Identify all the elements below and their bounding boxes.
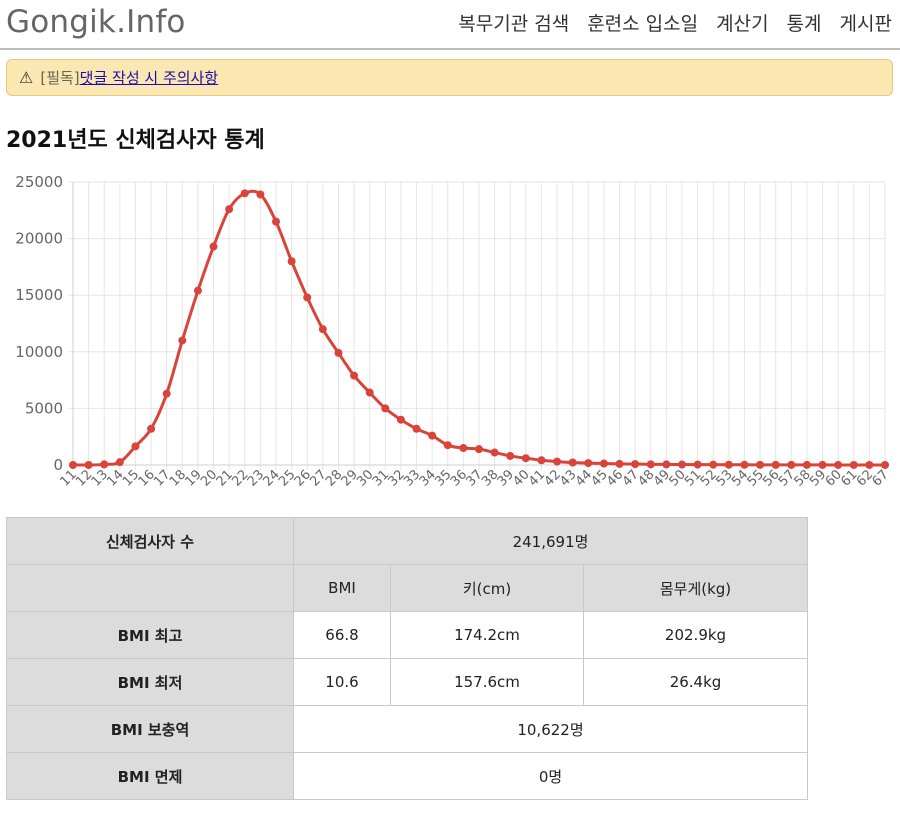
data-point [662,460,671,469]
data-point [553,457,562,466]
data-point [100,460,109,469]
column-header-height: 키(cm) [390,564,584,612]
top-bar: Gongik.Info 복무기관 검색 훈련소 입소일 계산기 통계 게시판 [0,0,900,50]
data-point [521,454,530,463]
data-point [537,456,546,465]
data-point [693,460,702,469]
data-point [178,336,187,345]
y-tick-label: 25000 [15,173,63,191]
table-row: BMI 면제 0명 [6,752,808,800]
data-point [678,460,686,469]
empty-header-cell [6,564,294,612]
column-header-bmi: BMI [293,564,391,612]
data-point [350,371,359,380]
bmi-max-height: 174.2cm [390,611,584,659]
line-chart: 0500010000150002000025000111213141516171… [15,173,892,490]
data-point [599,459,608,468]
data-point [740,460,749,469]
data-point [428,431,437,440]
data-point [881,460,889,469]
bmi-supplementary-label: BMI 보충역 [6,705,294,753]
data-point [771,460,780,469]
data-point [443,441,452,450]
site-logo[interactable]: Gongik.Info [6,4,186,40]
notice-prefix: [필독] [40,69,80,87]
data-point [459,444,468,453]
data-point [272,217,280,226]
examinee-count-value: 241,691명 [293,517,808,565]
data-point [147,424,156,433]
nav-agency-search[interactable]: 복무기관 검색 [458,13,570,35]
data-point [724,460,733,469]
bmi-max-label: BMI 최고 [6,611,294,659]
data-point [568,458,577,467]
bmi-exempt-label: BMI 면제 [6,752,294,800]
warning-icon: ⚠ [19,68,34,87]
examinee-count-label: 신체검사자 수 [6,517,294,565]
data-point [318,325,327,334]
table-row: 신체검사자 수 241,691명 [6,517,808,565]
data-point [162,389,171,398]
data-point [756,460,765,469]
data-point [303,293,312,302]
data-point [69,461,77,469]
data-point [506,451,515,460]
page-title: 2021년도 신체검사자 통계 [6,128,265,153]
nav-statistics[interactable]: 통계 [786,13,822,35]
y-tick-label: 0 [53,456,63,474]
data-point [240,189,249,198]
data-point [365,388,374,397]
data-point [615,459,624,468]
y-tick-label: 15000 [15,286,63,304]
data-point [209,242,218,251]
data-point [849,460,858,469]
main-nav: 복무기관 검색 훈련소 입소일 계산기 통계 게시판 [458,9,892,36]
table-row: BMI 최고 66.8 174.2cm 202.9kg [6,611,808,659]
data-point [787,460,796,469]
bmi-min-value: 10.6 [293,658,391,706]
nav-training-entry-date[interactable]: 훈련소 입소일 [587,13,699,35]
data-point [115,458,124,467]
data-point [225,205,234,214]
data-point [256,190,265,199]
data-point [709,460,718,469]
data-point [193,286,202,295]
bmi-min-height: 157.6cm [390,658,584,706]
notice-link[interactable]: 댓글 작성 시 주의사항 [79,69,219,87]
bmi-supplementary-value: 10,622명 [293,705,808,753]
data-point [84,461,93,469]
data-point [412,424,421,433]
y-tick-label: 20000 [15,230,63,248]
nav-board[interactable]: 게시판 [839,13,892,35]
data-point [646,460,655,469]
y-tick-label: 10000 [15,343,63,361]
table-row: BMI 최저 10.6 157.6cm 26.4kg [6,658,808,706]
data-point [802,460,811,469]
bmi-max-weight: 202.9kg [583,611,808,659]
table-row: BMI 키(cm) 몸무게(kg) [6,564,808,612]
data-point [584,459,593,468]
data-point [490,448,499,457]
data-point [475,445,483,454]
notice-banner: ⚠ [필독] 댓글 작성 시 주의사항 [6,59,893,96]
nav-calculator[interactable]: 계산기 [716,13,769,35]
bmi-min-label: BMI 최저 [6,658,294,706]
data-point [834,460,843,469]
bmi-exempt-value: 0명 [293,752,808,800]
column-header-weight: 몸무게(kg) [583,564,808,612]
table-row: BMI 보충역 10,622명 [6,705,808,753]
data-point [334,348,343,357]
data-point [865,460,874,469]
data-point [396,415,405,424]
data-point [818,460,827,469]
data-point [631,460,640,469]
data-point [131,442,140,451]
y-tick-label: 5000 [25,399,63,417]
data-point [287,257,296,266]
data-point [381,404,390,413]
bmi-min-weight: 26.4kg [583,658,808,706]
bmi-max-value: 66.8 [293,611,391,659]
x-tick-label: 67 [870,467,892,489]
stats-table: 신체검사자 수 241,691명 BMI 키(cm) 몸무게(kg) BMI 최… [6,517,808,800]
